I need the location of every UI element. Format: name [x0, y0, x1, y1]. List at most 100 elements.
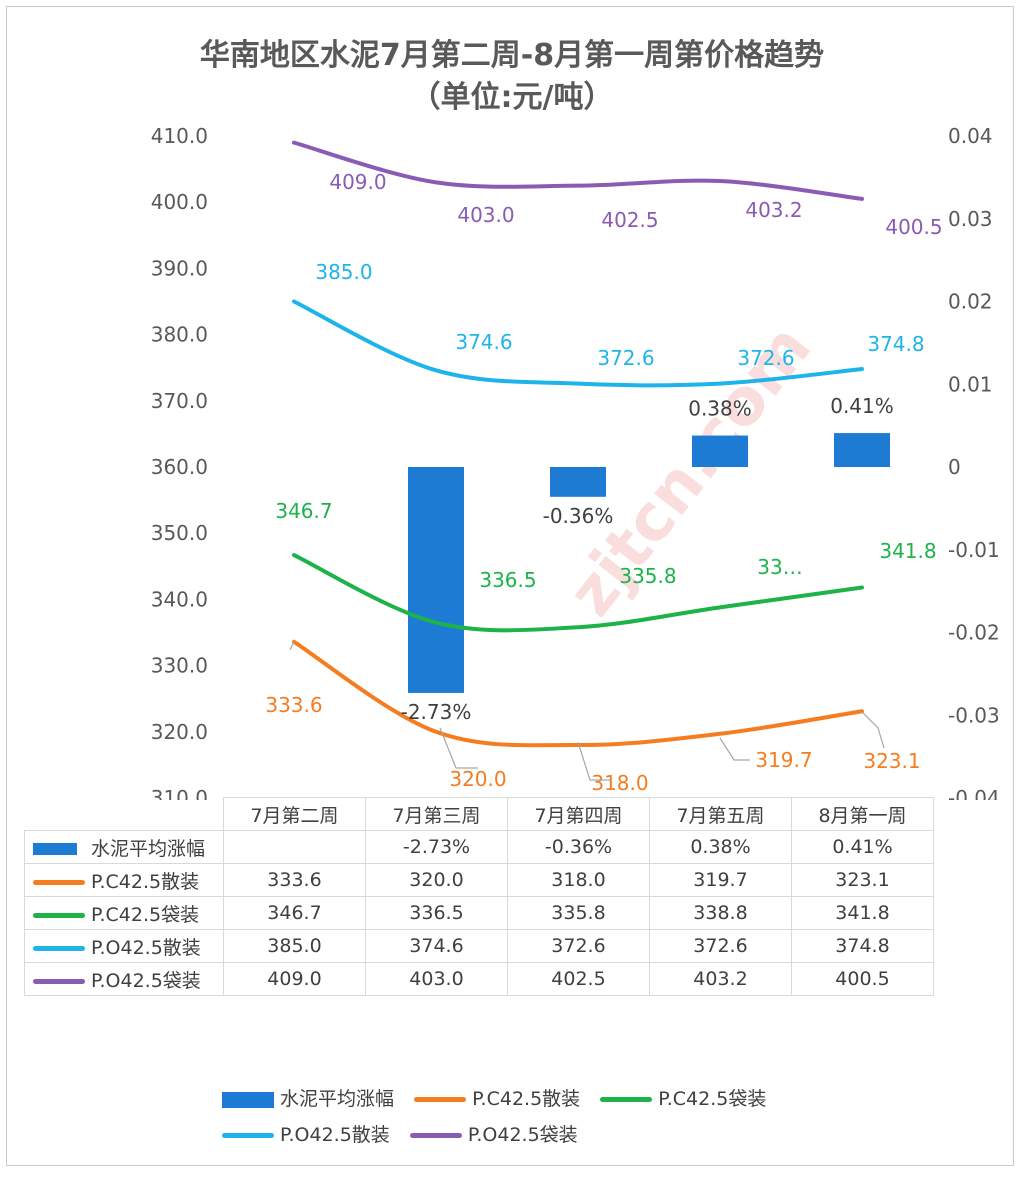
table-corner [25, 798, 224, 831]
legend-item: P.C42.5散装 [414, 1084, 580, 1111]
table-row-label: P.O42.5散装 [24, 929, 224, 963]
left-axis-tick-label: 310.0 [151, 786, 208, 800]
table-cell: 0.41% [791, 830, 934, 864]
right-axis-tick-label: 0 [948, 455, 961, 479]
line-data-label: 409.0 [329, 170, 386, 194]
chart-subtitle: （单位:元/吨） [410, 80, 614, 115]
data-labels: -2.73% -0.36% 0.38% 0.41% 333.6 320.0 318.0 319… [265, 170, 942, 795]
table-cell: 333.6 [223, 863, 366, 897]
line-swatch-icon [33, 945, 85, 951]
table-cell: 341.8 [791, 896, 934, 930]
row-label-text: 水泥平均涨幅 [91, 837, 206, 860]
label-leader-line [439, 727, 478, 769]
bar [692, 435, 748, 467]
table-cell: 409.0 [223, 962, 366, 996]
chart-frame [6, 6, 1014, 1166]
bar-data-label: -0.36% [543, 504, 614, 528]
table-header-cell: 7月第四周 [507, 797, 650, 831]
series-line [292, 140, 864, 201]
right-axis-tick-label: 0.01 [948, 372, 993, 396]
table-cell: 402.5 [507, 962, 650, 996]
row-label-text: P.C42.5散装 [91, 870, 200, 893]
table-cell: -2.73% [365, 830, 508, 864]
right-axis-tick-label: 0.03 [948, 207, 993, 231]
legend-item: P.O42.5袋装 [409, 1120, 578, 1147]
table-cell: 320.0 [365, 863, 508, 897]
left-axis-tick-label: 370.0 [151, 389, 208, 413]
legend-item: P.O42.5散装 [222, 1120, 390, 1147]
table-cell: 335.8 [507, 896, 650, 930]
legend-label: 水泥平均涨幅 [280, 1088, 395, 1110]
line-data-label: 346.7 [275, 499, 332, 523]
table-row: P.O42.5散装 385.0 374.6 372.6 372.6 374.8 [24, 929, 934, 963]
table-cell: 403.0 [365, 962, 508, 996]
line-series [292, 140, 864, 748]
legend-item: P.C42.5袋装 [600, 1084, 766, 1111]
table-cell: 0.38% [649, 830, 792, 864]
bar-series [408, 433, 890, 693]
right-axis: -0.04 -0.03 -0.02 -0.01 0 0.01 0.02 0.03 0.04 [948, 124, 1000, 800]
left-axis-tick-label: 320.0 [151, 720, 208, 744]
label-leader-line [861, 711, 885, 749]
label-leader-line [289, 641, 295, 651]
line-data-label: 374.8 [867, 332, 924, 356]
bar-swatch-icon [33, 843, 77, 855]
legend-row: 水泥平均涨幅 P.C42.5散装 P.C42.5袋装 [222, 1084, 780, 1111]
table-cell: 346.7 [223, 896, 366, 930]
left-axis-tick-label: 360.0 [151, 455, 208, 479]
bar-data-label: -2.73% [401, 700, 472, 724]
label-leader-line [719, 737, 750, 761]
row-label-text: P.O42.5袋装 [91, 969, 201, 992]
bar-data-label: 0.41% [830, 394, 894, 418]
table-header-cell: 7月第二周 [223, 797, 366, 831]
line-data-label: 319.7 [755, 748, 812, 772]
table-cell: 372.6 [507, 929, 650, 963]
table-cell: 338.8 [649, 896, 792, 930]
bar-data-label: 0.38% [688, 397, 752, 421]
table-header-cell: 8月第一周 [791, 797, 934, 831]
legend-label: P.O42.5散装 [280, 1124, 390, 1146]
line-data-label: 335.8 [619, 564, 676, 588]
chart-plot: zjtcn.com 310.0320.0330.0340.0350.0360.0… [151, 124, 1000, 800]
table-row: 水泥平均涨幅 -2.73% -0.36% 0.38% 0.41% [24, 830, 934, 864]
line-data-label: 333.6 [265, 693, 322, 717]
line-data-label: 402.5 [601, 208, 658, 232]
table-header-cell: 7月第五周 [649, 797, 792, 831]
line-data-label: 372.6 [737, 346, 794, 370]
line-data-label: 323.1 [863, 749, 920, 773]
row-label-text: P.C42.5袋装 [91, 903, 200, 926]
row-label-text: P.O42.5散装 [91, 936, 201, 959]
right-axis-tick-label: 0.04 [948, 124, 993, 148]
right-axis-tick-label: -0.01 [948, 538, 1000, 562]
table-cell: 400.5 [791, 962, 934, 996]
table-row-label: P.C42.5袋装 [24, 896, 224, 930]
left-axis-tick-label: 400.0 [151, 190, 208, 214]
right-axis-tick-label: -0.02 [948, 621, 1000, 645]
table-row: P.O42.5袋装 409.0 403.0 402.5 403.2 400.5 [24, 962, 934, 996]
line-data-label: 374.6 [455, 330, 512, 354]
table-cell: 385.0 [223, 929, 366, 963]
table-cell: 374.6 [365, 929, 508, 963]
bar [834, 433, 890, 467]
right-axis-tick-label: 0.02 [948, 290, 993, 314]
line-swatch-icon [33, 879, 85, 885]
line-data-label: 320.0 [449, 767, 506, 791]
legend-label: P.O42.5袋装 [467, 1124, 578, 1146]
line-swatch-icon [33, 978, 85, 984]
line-data-label: 372.6 [597, 346, 654, 370]
line-legend-icon [222, 1133, 274, 1138]
line-data-label: 400.5 [885, 215, 942, 239]
line-data-label: 318.0 [591, 771, 648, 795]
line-data-label: 403.0 [457, 203, 514, 227]
line-legend-icon [409, 1133, 462, 1138]
legend-item: 水泥平均涨幅 [222, 1084, 394, 1111]
table-cell: 323.1 [791, 863, 934, 897]
table-cell: 374.8 [791, 929, 934, 963]
series-line [292, 639, 864, 748]
table-row-label: P.O42.5袋装 [24, 962, 224, 996]
table-row: P.C42.5袋装 346.7 336.5 335.8 338.8 341.8 [24, 896, 934, 930]
table-cell: 372.6 [649, 929, 792, 963]
table-row: P.C42.5散装 333.6 320.0 318.0 319.7 323.1 [24, 863, 934, 897]
table-row-label: P.C42.5散装 [24, 863, 224, 897]
line-data-label: 403.2 [745, 198, 802, 222]
